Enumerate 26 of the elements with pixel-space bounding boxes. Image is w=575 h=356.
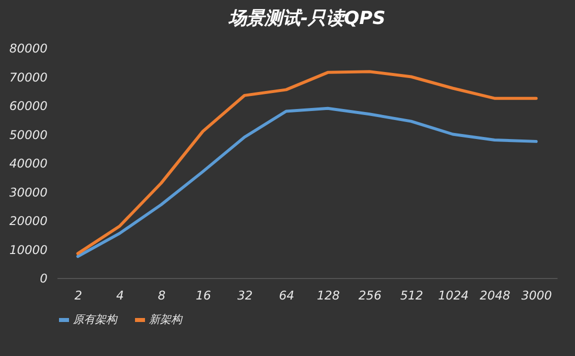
x-tick-label: 1024: [438, 288, 469, 302]
x-tick-label: 512: [400, 288, 424, 302]
legend-label: 原有架构: [73, 313, 118, 326]
y-tick-label: 70000: [9, 70, 48, 84]
y-tick-label: 50000: [9, 128, 48, 142]
x-tick-label: 4: [116, 288, 124, 302]
legend-label: 新架构: [149, 313, 183, 326]
x-tick-label: 3000: [521, 288, 552, 302]
line-series: [76, 70, 538, 256]
x-tick-label: 64: [279, 288, 294, 302]
x-tick-label: 2048: [480, 288, 511, 302]
x-tick-label: 128: [316, 288, 340, 302]
x-tick-label: 8: [158, 288, 166, 302]
line-series: [76, 106, 538, 258]
y-tick-label: 20000: [9, 214, 48, 228]
y-tick-label: 10000: [9, 242, 48, 257]
y-tick-label: 40000: [9, 156, 48, 170]
y-tick-label: 30000: [9, 185, 48, 200]
y-tick-label: 80000: [9, 42, 48, 56]
y-tick-label: 0: [40, 272, 48, 286]
y-tick-label: 60000: [9, 99, 48, 113]
chart-title: 场景测试-只读QPS: [228, 8, 386, 29]
x-tick-label: 32: [237, 288, 253, 302]
x-tick-label: 16: [196, 288, 212, 302]
x-tick-label: 2: [74, 288, 82, 302]
x-tick-label: 256: [358, 288, 382, 302]
